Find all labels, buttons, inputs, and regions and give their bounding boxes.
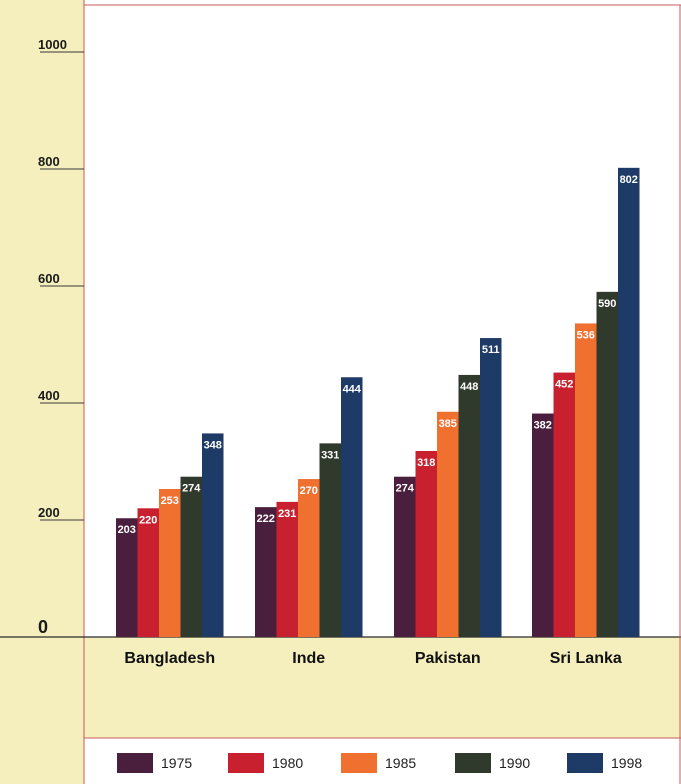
bar [341, 377, 363, 637]
x-axis-band [84, 637, 681, 738]
bar [202, 433, 224, 637]
legend-label: 1990 [499, 755, 530, 771]
bar [319, 443, 341, 637]
y-tick-label: 800 [38, 154, 60, 169]
bar [596, 291, 618, 637]
y-tick-label: 200 [38, 505, 60, 520]
bar [618, 167, 640, 637]
y-axis-band [0, 0, 84, 784]
bar-value-label: 318 [417, 457, 435, 469]
bar-value-label: 802 [620, 174, 638, 186]
legend-swatch [567, 753, 603, 773]
bar-value-label: 203 [118, 524, 136, 536]
category-label: Pakistan [415, 650, 481, 667]
bar-value-label: 220 [139, 514, 157, 526]
bar-value-label: 590 [598, 298, 616, 310]
bar-value-label: 274 [396, 483, 415, 495]
bar [116, 518, 138, 637]
bar-value-label: 270 [300, 485, 318, 497]
legend-label: 1998 [611, 755, 642, 771]
y-tick-label: 1000 [38, 37, 67, 52]
bar-value-label: 448 [460, 381, 478, 393]
legend-swatch [455, 753, 491, 773]
bar [276, 501, 298, 637]
bar [137, 508, 159, 637]
bar [394, 476, 416, 637]
bar-value-label: 444 [343, 383, 362, 395]
category-label: Sri Lanka [550, 650, 622, 667]
bar-value-label: 253 [161, 495, 179, 507]
bar-value-label: 385 [439, 418, 457, 430]
y-tick-label: 600 [38, 271, 60, 286]
bar [159, 488, 181, 637]
bar-value-label: 331 [321, 449, 339, 461]
bar-value-label: 382 [534, 420, 552, 432]
legend-swatch [117, 753, 153, 773]
legend-label: 1980 [272, 755, 303, 771]
x-axis: Bangladesh Inde Pakistan Sri Lanka [124, 650, 621, 667]
legend-label: 1975 [161, 755, 192, 771]
y-tick-label: 400 [38, 388, 60, 403]
bar [480, 338, 502, 637]
bar-value-label: 222 [257, 513, 275, 525]
bar-value-label: 274 [182, 483, 201, 495]
bar [575, 323, 597, 637]
bar [437, 411, 459, 637]
bar [180, 476, 202, 637]
legend-label: 1985 [385, 755, 416, 771]
bar-value-label: 348 [204, 439, 222, 451]
bar [458, 374, 480, 637]
bar-value-label: 452 [555, 379, 573, 391]
bar [255, 507, 277, 637]
y-axis: 0 200 400 600 800 1000 [38, 37, 84, 637]
bar [553, 372, 575, 637]
bar-value-label: 536 [577, 329, 595, 341]
y-tick-label: 0 [38, 617, 48, 637]
legend-swatch [228, 753, 264, 773]
bar [298, 479, 320, 637]
bar-value-label: 231 [278, 508, 296, 520]
category-label: Inde [292, 650, 325, 667]
bar [532, 413, 554, 637]
category-label: Bangladesh [124, 650, 215, 667]
legend-swatch [341, 753, 377, 773]
bar [415, 450, 437, 637]
legend: 1975 1980 1985 1990 1998 [117, 753, 642, 773]
bar-value-label: 511 [482, 344, 500, 356]
